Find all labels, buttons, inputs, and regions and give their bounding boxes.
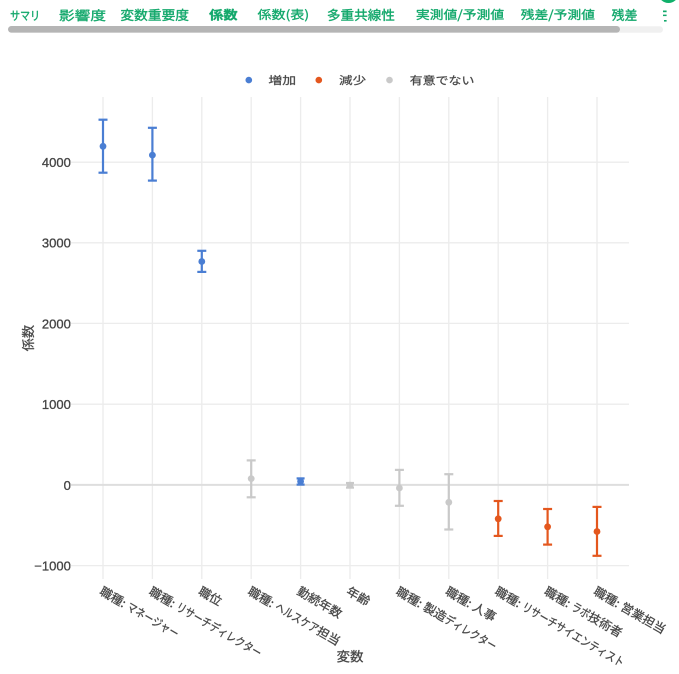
- svg-text:−1000: −1000: [34, 559, 71, 574]
- svg-text:3000: 3000: [42, 236, 71, 251]
- svg-text:2000: 2000: [42, 316, 71, 331]
- svg-text:0: 0: [64, 478, 71, 493]
- svg-text:4000: 4000: [42, 155, 71, 170]
- svg-text:1000: 1000: [42, 397, 71, 412]
